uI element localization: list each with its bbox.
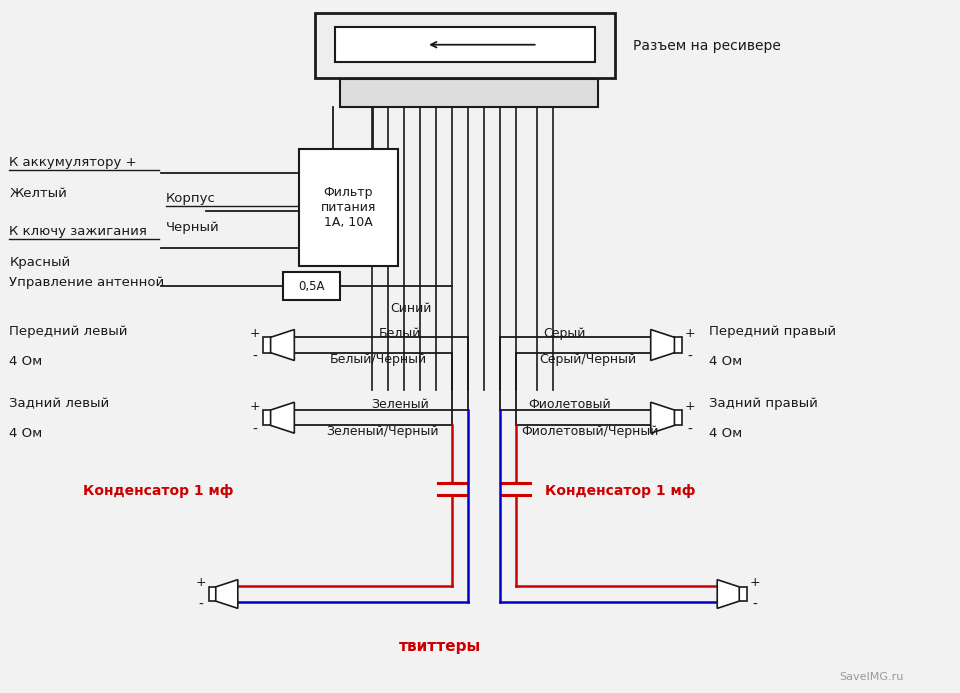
Text: К ключу зажигания: К ключу зажигания	[10, 225, 147, 238]
Text: Конденсатор 1 мф: Конденсатор 1 мф	[84, 484, 233, 498]
Text: 4 Ом: 4 Ом	[10, 355, 42, 368]
Bar	[282, 272, 341, 300]
Text: Желтый: Желтый	[10, 186, 67, 200]
Text: +: +	[684, 400, 696, 412]
Bar	[299, 149, 398, 266]
Bar	[739, 587, 747, 601]
Bar	[341, 79, 598, 107]
Bar	[675, 410, 683, 426]
Text: -: -	[687, 422, 693, 437]
Bar	[208, 587, 216, 601]
Text: Передний левый: Передний левый	[10, 325, 128, 338]
Text: 4 Ом: 4 Ом	[709, 427, 743, 439]
Text: SaveIMG.ru: SaveIMG.ru	[839, 672, 903, 682]
Text: Красный: Красный	[10, 256, 71, 270]
Text: -: -	[752, 598, 756, 612]
Text: +: +	[749, 577, 759, 590]
Text: К аккумулятору +: К аккумулятору +	[10, 156, 137, 168]
Text: Фиолетовый/Черный: Фиолетовый/Черный	[521, 426, 659, 438]
Bar	[335, 27, 594, 62]
Text: +: +	[250, 327, 260, 340]
Polygon shape	[271, 330, 295, 360]
Text: твиттеры: твиттеры	[399, 639, 481, 654]
Text: Задний левый: Задний левый	[10, 397, 109, 410]
Polygon shape	[651, 402, 675, 433]
Text: Конденсатор 1 мф: Конденсатор 1 мф	[545, 484, 695, 498]
Text: Черный: Черный	[166, 220, 220, 234]
Text: -: -	[252, 350, 257, 364]
Text: Серый/Черный: Серый/Черный	[540, 353, 636, 367]
Polygon shape	[651, 330, 675, 360]
Text: Синий: Синий	[391, 301, 432, 315]
Text: +: +	[684, 327, 696, 340]
Text: Зеленый: Зеленый	[372, 398, 429, 411]
Text: Белый: Белый	[379, 326, 421, 340]
Bar	[316, 13, 614, 78]
Polygon shape	[216, 579, 238, 608]
Text: Фиолетовый: Фиолетовый	[528, 398, 612, 411]
Polygon shape	[717, 579, 739, 608]
Text: Серый: Серый	[543, 326, 586, 340]
Text: Корпус: Корпус	[166, 191, 216, 204]
Polygon shape	[271, 402, 295, 433]
Text: 4 Ом: 4 Ом	[709, 355, 743, 368]
Text: Управление антенной: Управление антенной	[10, 276, 164, 289]
Text: 0,5А: 0,5А	[299, 280, 324, 292]
Text: Передний правый: Передний правый	[709, 325, 836, 338]
Text: -: -	[252, 422, 257, 437]
Bar	[263, 410, 271, 426]
Text: Белый/Черный: Белый/Черный	[329, 353, 427, 367]
Text: Фильтр
питания
1А, 10А: Фильтр питания 1А, 10А	[321, 186, 376, 229]
Bar	[675, 337, 683, 353]
Text: +: +	[195, 577, 205, 590]
Text: 4 Ом: 4 Ом	[10, 427, 42, 439]
Text: Разъем на ресивере: Разъем на ресивере	[633, 39, 780, 53]
Text: +: +	[250, 400, 260, 412]
Text: Зеленый/Черный: Зеленый/Черный	[326, 426, 439, 438]
Text: -: -	[198, 598, 203, 612]
Text: Задний правый: Задний правый	[709, 397, 818, 410]
Bar	[263, 337, 271, 353]
Text: -: -	[687, 350, 693, 364]
